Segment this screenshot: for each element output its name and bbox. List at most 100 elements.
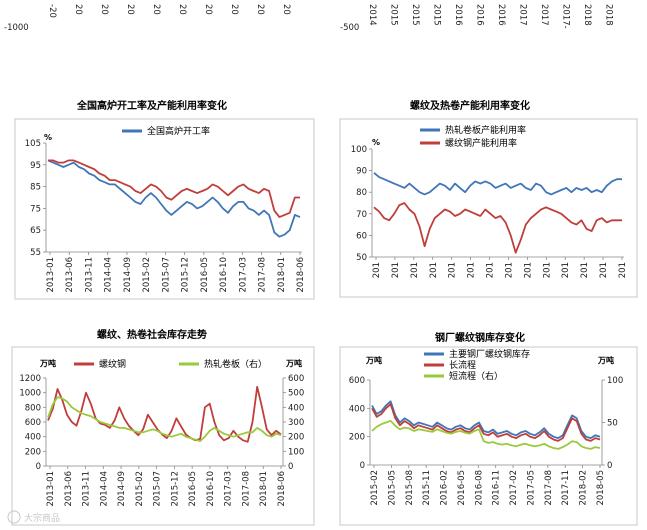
y-unit-right: 万吨 (597, 355, 614, 365)
x-tick-label: 201 (523, 262, 533, 278)
fragment-right-tick: 2017- (561, 4, 571, 29)
fragment-right-tick: 2018 (604, 4, 614, 26)
y-tick-label: 200 (349, 433, 365, 443)
y2-tick-label: 200 (288, 433, 304, 443)
x-tick-label: 2015-12 (181, 257, 191, 293)
x-tick-label: 2015-02 (370, 470, 380, 506)
x-tick-label: 201 (542, 262, 552, 278)
y-tick-label: 1000 (19, 389, 41, 399)
fragment-right-tick: 2014 (367, 4, 377, 26)
watermark-text: 大宗商品 (24, 512, 60, 524)
x-tick-label: 2013-01 (46, 257, 56, 293)
x-tick-label: 2018-05 (596, 470, 606, 506)
x-tick-label: 2015-11 (422, 470, 432, 506)
x-tick-label: 201 (486, 262, 496, 278)
y-tick-label: 50 (356, 253, 367, 263)
x-tick-label: 2016-11 (492, 470, 502, 506)
fragment-left-tick: 20 (229, 4, 239, 15)
fragment-left-tick: 20 (151, 4, 161, 15)
x-tick-label: 2016-10 (206, 471, 216, 507)
x-tick-label: 2015-07 (161, 257, 171, 293)
legend-label: 短流程（右） (449, 370, 503, 382)
x-tick-label: 2013-11 (82, 471, 92, 507)
chart-title-mill: 钢厂螺纹钢库存变化 (435, 331, 525, 344)
y-tick-label: 0 (36, 462, 41, 472)
panel-frame-mill (339, 346, 638, 526)
y2-tick-label: 0 (607, 461, 612, 471)
x-tick-label: 201 (448, 262, 458, 278)
fragment-right-tick: 2016 (475, 4, 485, 26)
x-tick-label: 2014-09 (117, 471, 127, 507)
y2-tick-label: 0 (288, 462, 293, 472)
series-line-blast-0 (47, 159, 301, 238)
x-tick-label: 201 (599, 262, 609, 278)
y-tick-label: 95 (30, 161, 41, 171)
panel-frame-social (11, 346, 315, 526)
y2-tick-label: 100 (288, 447, 304, 457)
fragment-left-tick: -20 (47, 4, 57, 18)
chart-title-util: 螺纹及热卷产能利用率变化 (410, 99, 530, 112)
x-tick-label: 201 (410, 262, 420, 278)
x-tick-label: 2016-10 (219, 257, 229, 293)
y-tick-label: 80 (356, 188, 367, 198)
series-line-mill-0 (371, 400, 601, 440)
fragment-right-tick: 2015 (432, 4, 442, 26)
series-line-util-1 (373, 202, 622, 254)
x-tick-label: 2015-12 (170, 471, 180, 507)
x-tick-label: 201 (504, 262, 514, 278)
x-tick-label: 2015-02 (142, 257, 152, 293)
x-tick-label: 2013-06 (64, 471, 74, 507)
fragment-left-tick: 20 (177, 4, 187, 15)
fragment-right-tick: 2015 (410, 4, 420, 26)
y-tick-label: 65 (30, 226, 41, 236)
fragment-right-tick: 2017 (539, 4, 549, 26)
fragment-left-ylabel: -1000 (4, 23, 29, 33)
y2-tick-label: 300 (288, 418, 304, 428)
chart-title-social: 螺纹、热卷社会库存走势 (97, 328, 207, 341)
y-tick-label: 200 (25, 447, 41, 457)
x-tick-label: 201 (372, 262, 382, 278)
x-tick-label: 2017-08 (544, 470, 554, 506)
y2-tick-label: 600 (288, 374, 304, 384)
series-line-blast-1 (48, 159, 300, 219)
x-tick-label: 2018-06 (277, 471, 287, 507)
fragment-right-tick: 2018 (582, 4, 592, 26)
y-tick-label: 400 (349, 404, 365, 414)
fragment-left-tick: 20 (99, 4, 109, 15)
legend-label: 热轧卷板产能利用率 (445, 124, 526, 136)
y-tick-label: 60 (356, 231, 367, 241)
x-tick-label: 201 (580, 262, 590, 278)
y-tick-label: 85 (30, 183, 41, 193)
x-tick-label: 2017-11 (561, 470, 571, 506)
x-tick-label: 2014-04 (104, 257, 114, 293)
x-tick-label: 2017-03 (238, 257, 248, 293)
series-line-social-1 (47, 396, 282, 443)
y-unit-left: % (372, 138, 380, 147)
y-tick-label: 90 (356, 167, 367, 177)
x-tick-label: 2016-02 (440, 470, 450, 506)
x-tick-label: 2018-02 (579, 470, 589, 506)
y-unit-left: 万吨 (39, 358, 56, 368)
fragment-left-tick: 20 (73, 4, 83, 15)
fragment-left-tick: 20 (125, 4, 135, 15)
y-tick-label: 400 (25, 433, 41, 443)
y-tick-label: 70 (356, 210, 367, 220)
series-line-social-0 (47, 385, 282, 443)
y-tick-label: 105 (25, 139, 41, 149)
y2-tick-label: 100 (607, 376, 623, 386)
x-tick-label: 201 (467, 262, 477, 278)
y-unit-left: % (44, 133, 52, 142)
legend-label: 螺纹钢产能利用率 (445, 137, 517, 149)
series-line-util-0 (373, 172, 622, 196)
y2-tick-label: 400 (288, 403, 304, 413)
x-tick-label: 201 (561, 262, 571, 278)
legend-label: 全国高炉开工率 (147, 125, 210, 137)
x-tick-label: 2015-05 (387, 470, 397, 506)
fragment-left-tick: 20 (281, 4, 291, 15)
panel-blast-furnace: 全国高炉开工率及产能利用率变化 % 55 65 75 85 95 105 2013-01 201… (14, 99, 315, 300)
y-tick-label: 600 (25, 418, 41, 428)
top-fragment-left: -1000 -20 20 20 20 20 20 20 20 20 20 (4, 4, 291, 33)
y-tick-label: 75 (30, 204, 41, 214)
x-tick-label: 2016-05 (188, 471, 198, 507)
